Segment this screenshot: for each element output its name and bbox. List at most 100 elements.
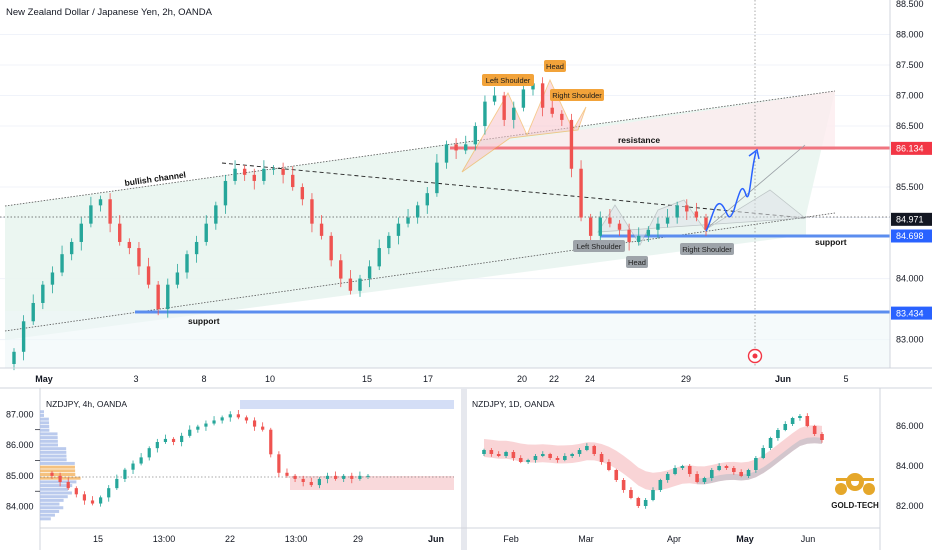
subchart-1d-y-label: 86.000	[896, 421, 924, 431]
candle	[526, 460, 530, 462]
price-axis-label: 86.500	[896, 121, 924, 131]
volume-profile-bar	[40, 480, 77, 484]
volume-profile-bar	[40, 454, 67, 458]
volume-profile-bar	[40, 410, 44, 414]
subchart-4h-x-labels: 15 13:00 22 13:00 29 Jun	[93, 534, 444, 544]
candle	[489, 450, 494, 454]
subchart-1d-x-label: Jun	[801, 534, 816, 544]
candle	[223, 180, 228, 206]
volume-profile-bar	[40, 439, 58, 443]
candle	[342, 475, 346, 479]
candle	[281, 168, 285, 175]
candle	[435, 162, 439, 194]
candle	[74, 488, 78, 495]
price-axis[interactable]: 88.50088.00087.50087.00086.50085.50085.0…	[889, 0, 932, 368]
price-axis-label: 88.000	[896, 30, 924, 40]
candle	[139, 457, 143, 464]
volume-profile-bar	[40, 425, 50, 429]
candle	[704, 217, 708, 230]
tag-right-shoulder-bottom	[680, 243, 734, 255]
time-axis[interactable]: May 3 8 10 15 17 20 22 24 29 Jun 5	[0, 367, 932, 384]
volume-profile-bar	[40, 450, 67, 454]
candle	[188, 429, 192, 436]
candle	[367, 266, 372, 279]
tag-left-shoulder-bottom-text: Left Shoulder	[577, 242, 622, 251]
candle	[754, 458, 758, 470]
forecast-arrowhead	[748, 148, 760, 160]
price-tag	[891, 306, 932, 320]
candle	[50, 472, 54, 476]
subchart-4h-candles	[50, 410, 370, 507]
time-axis-label: 3	[133, 374, 138, 384]
price-axis-label: 84.000	[896, 274, 924, 284]
candle	[348, 278, 353, 291]
candle	[617, 223, 622, 230]
candle	[695, 474, 699, 482]
candle	[300, 187, 305, 200]
candle	[339, 260, 343, 279]
volume-profile-bar	[40, 447, 67, 451]
price-axis-label: 87.000	[896, 91, 924, 101]
candle	[555, 458, 560, 460]
tag-left-shoulder-top	[482, 74, 534, 86]
subchart-1d-x-labels: Feb Mar Apr May Jun	[503, 534, 815, 544]
candle	[646, 229, 651, 236]
subchart-4h-y-label: 86.000	[6, 440, 34, 450]
candle	[464, 144, 468, 151]
candle	[492, 95, 497, 102]
candle	[768, 438, 773, 448]
candle	[310, 199, 314, 224]
candle	[512, 107, 516, 120]
candle	[502, 95, 506, 120]
time-axis-labels: May 3 8 10 15 17 20 22 24 29 Jun 5	[35, 374, 848, 384]
candle	[99, 497, 103, 504]
candle	[127, 241, 132, 249]
resistance-zone-fill	[450, 91, 835, 150]
candle	[504, 452, 508, 456]
candle	[776, 430, 780, 438]
candle	[350, 475, 354, 479]
candle	[473, 126, 478, 145]
tag-head-top	[544, 60, 566, 72]
price-axis-label: 85.500	[896, 182, 924, 192]
candle	[732, 468, 736, 472]
volume-profile-bar	[40, 421, 50, 425]
subchart-4h-x-label: 15	[93, 534, 103, 544]
candle	[518, 458, 523, 462]
candle	[415, 205, 420, 218]
time-axis-label: May	[35, 374, 53, 384]
candle	[291, 174, 295, 188]
candle	[673, 468, 677, 474]
candle	[329, 235, 333, 261]
gold-tech-logo: GOLD-TECH	[831, 473, 879, 510]
candle	[599, 454, 604, 462]
candle	[651, 490, 655, 500]
subchart-1d: NZDJPY, 1D, OANDA 86.000 84.000 82.000 Feb…	[472, 399, 924, 544]
time-axis-label: 10	[265, 374, 275, 384]
tag-left-shoulder-bottom	[573, 240, 625, 252]
time-axis-label: 22	[549, 374, 559, 384]
candle	[548, 454, 552, 458]
candle	[115, 478, 119, 489]
volume-profile-bar	[40, 498, 64, 502]
candle	[171, 438, 176, 442]
candle	[709, 470, 714, 478]
candle	[212, 420, 216, 424]
time-axis-label: Jun	[775, 374, 791, 384]
candle	[665, 217, 670, 224]
main-chart-pane: bullish channel resistance support suppo…	[0, 0, 890, 371]
logo-text: GOLD-TECH	[831, 501, 879, 510]
subchart-4h: NZDJPY, 4h, OANDA 87.000 86.000 85.000 84.0…	[6, 399, 454, 544]
subchart-4h-y-label: 87.000	[6, 409, 34, 419]
volume-profile-bar	[40, 461, 75, 465]
subchart-4h-y-label: 84.000	[6, 502, 34, 512]
volume-profile-bar	[40, 417, 49, 421]
candle	[540, 454, 545, 456]
candle	[156, 284, 160, 310]
candle	[21, 321, 26, 352]
candle	[675, 205, 679, 218]
volume-profile-bar	[40, 436, 58, 440]
candle	[687, 466, 692, 474]
tag-head-top-text: Head	[546, 62, 564, 71]
tag-head-bottom	[626, 256, 648, 268]
